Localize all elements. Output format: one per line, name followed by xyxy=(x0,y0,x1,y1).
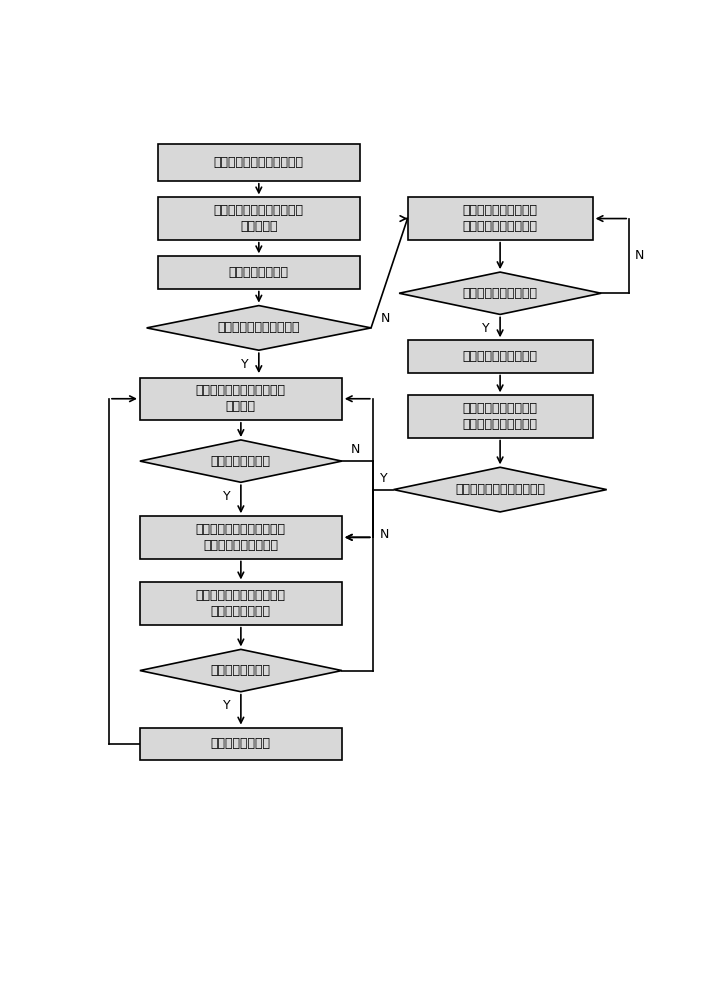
Text: 步进电机停止转动: 步进电机停止转动 xyxy=(211,737,271,750)
Text: 导出按键信息，进行翻译，
向运动控制卡发出指令: 导出按键信息，进行翻译， 向运动控制卡发出指令 xyxy=(196,523,286,552)
FancyBboxPatch shape xyxy=(158,197,360,240)
Polygon shape xyxy=(140,440,342,482)
Text: Y: Y xyxy=(223,699,231,712)
FancyBboxPatch shape xyxy=(158,256,360,289)
FancyBboxPatch shape xyxy=(140,378,342,420)
Text: 选择手动控制模式: 选择手动控制模式 xyxy=(229,266,289,279)
Text: 复位运动控制卡，赋值步进
电机初始值: 复位运动控制卡，赋值步进 电机初始值 xyxy=(214,204,304,233)
Text: 运动控制卡向驱动器传
输信号，步进电机转动: 运动控制卡向驱动器传 输信号，步进电机转动 xyxy=(463,402,538,431)
Text: 操作按键，输入运动控制卡
控制指令: 操作按键，输入运动控制卡 控制指令 xyxy=(196,384,286,413)
Text: 选择手脉运动或定长运动: 选择手脉运动或定长运动 xyxy=(218,321,300,334)
Text: Y: Y xyxy=(482,322,490,335)
FancyBboxPatch shape xyxy=(140,582,342,625)
Polygon shape xyxy=(140,649,342,692)
Text: Y: Y xyxy=(379,472,387,485)
FancyBboxPatch shape xyxy=(408,340,593,373)
Text: 对运动控制卡发出指令: 对运动控制卡发出指令 xyxy=(463,350,538,363)
FancyBboxPatch shape xyxy=(408,395,593,438)
Text: N: N xyxy=(351,443,361,456)
Text: N: N xyxy=(380,312,390,325)
Polygon shape xyxy=(394,467,607,512)
Text: 清洗机器人通电，系统开机: 清洗机器人通电，系统开机 xyxy=(214,156,304,169)
Text: N: N xyxy=(379,528,389,541)
Text: 检测数据格式是否正确: 检测数据格式是否正确 xyxy=(463,287,538,300)
Text: 检测步进电机是否运动到位: 检测步进电机是否运动到位 xyxy=(455,483,545,496)
Text: 输入步进电机的转动角
度、行进距离以及转速: 输入步进电机的转动角 度、行进距离以及转速 xyxy=(463,204,538,233)
Polygon shape xyxy=(146,306,371,350)
FancyBboxPatch shape xyxy=(140,516,342,559)
Polygon shape xyxy=(399,272,601,314)
Text: 运动控制卡向驱动器传输信
号，步进电机转动: 运动控制卡向驱动器传输信 号，步进电机转动 xyxy=(196,589,286,618)
Text: Y: Y xyxy=(241,358,248,371)
Text: Y: Y xyxy=(223,490,231,503)
FancyBboxPatch shape xyxy=(158,144,360,181)
Text: 检测按键是否按下: 检测按键是否按下 xyxy=(211,455,271,468)
Text: N: N xyxy=(634,249,644,262)
Text: 检测按键是否弹起: 检测按键是否弹起 xyxy=(211,664,271,677)
FancyBboxPatch shape xyxy=(140,728,342,760)
FancyBboxPatch shape xyxy=(408,197,593,240)
